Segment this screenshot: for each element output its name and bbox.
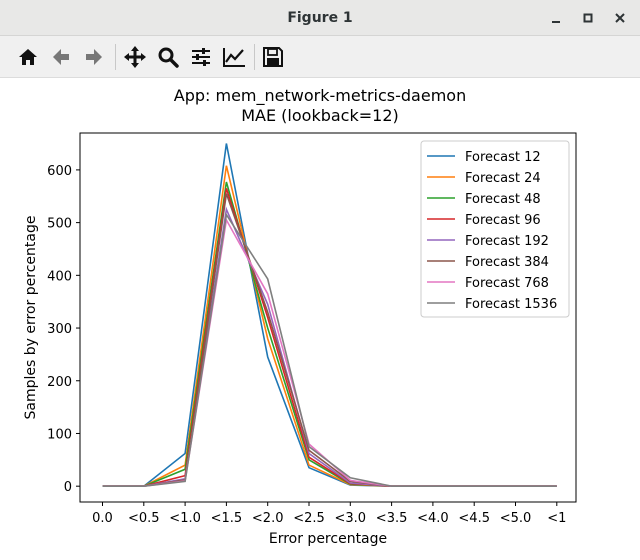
window-titlebar: Figure 1	[0, 0, 640, 36]
legend-label: Forecast 96	[465, 213, 541, 228]
home-button[interactable]	[13, 42, 43, 72]
configure-subplots-button[interactable]	[186, 42, 216, 72]
y-tick-label: 300	[47, 322, 72, 337]
x-tick-label: <0.5	[128, 511, 160, 526]
legend-box	[420, 140, 570, 318]
zoom-button[interactable]	[153, 42, 183, 72]
y-tick-label: 0	[64, 480, 72, 495]
x-axis-label: Error percentage	[269, 531, 387, 547]
chart-title: App: mem_network-metrics-daemon	[174, 86, 466, 106]
line-chart-icon	[223, 48, 245, 67]
pan-button[interactable]	[120, 42, 150, 72]
legend-label: Forecast 1536	[465, 297, 557, 312]
move-icon	[124, 46, 146, 68]
toolbar-separator	[254, 44, 255, 70]
x-tick-label: <3.5	[376, 511, 408, 526]
x-tick-label: <5.0	[500, 511, 532, 526]
chart-subtitle: MAE (lookback=12)	[241, 106, 399, 125]
magnifier-icon	[158, 47, 179, 68]
line-chart: App: mem_network-metrics-daemon MAE (loo…	[23, 86, 577, 547]
home-icon	[19, 49, 37, 65]
y-tick-label: 400	[47, 269, 72, 284]
x-tick-label: <4.0	[417, 511, 449, 526]
x-tick-label: <2.5	[293, 511, 325, 526]
toolbar	[0, 36, 640, 78]
close-icon[interactable]	[608, 6, 632, 30]
arrow-right-icon	[86, 49, 102, 65]
window-title: Figure 1	[287, 10, 353, 26]
x-tick-label: 0.0	[92, 511, 113, 526]
legend-label: Forecast 24	[465, 171, 541, 186]
legend-label: Forecast 384	[465, 255, 549, 270]
series-line-8	[102, 212, 557, 488]
toolbar-separator	[115, 44, 116, 70]
legend-label: Forecast 768	[465, 276, 549, 291]
x-tick-label: <3.0	[335, 511, 367, 526]
sliders-icon	[192, 48, 210, 66]
y-tick-label: 100	[47, 427, 72, 442]
arrow-left-icon	[53, 49, 69, 65]
legend-label: Forecast 12	[465, 150, 541, 165]
y-tick-label: 600	[47, 164, 72, 179]
legend-label: Forecast 192	[465, 234, 549, 249]
x-tick-label: <1	[547, 511, 566, 526]
edit-axis-button[interactable]	[219, 42, 249, 72]
maximize-icon[interactable]	[576, 6, 600, 30]
legend-label: Forecast 48	[465, 192, 541, 207]
y-axis-label: Samples by error percentage	[23, 216, 39, 420]
save-button[interactable]	[258, 42, 288, 72]
forward-button[interactable]	[79, 42, 109, 72]
x-tick-label: <1.0	[169, 511, 201, 526]
x-tick-label: <4.5	[458, 511, 490, 526]
x-tick-label: <2.0	[252, 511, 284, 526]
plot-area-frame	[79, 132, 577, 503]
y-tick-label: 500	[47, 217, 72, 232]
floppy-disk-icon	[263, 47, 283, 67]
figure-canvas[interactable]: App: mem_network-metrics-daemon MAE (loo…	[0, 78, 640, 556]
back-button[interactable]	[46, 42, 76, 72]
x-tick-label: <1.5	[211, 511, 243, 526]
minimize-icon[interactable]	[544, 6, 568, 30]
y-tick-label: 200	[47, 375, 72, 390]
